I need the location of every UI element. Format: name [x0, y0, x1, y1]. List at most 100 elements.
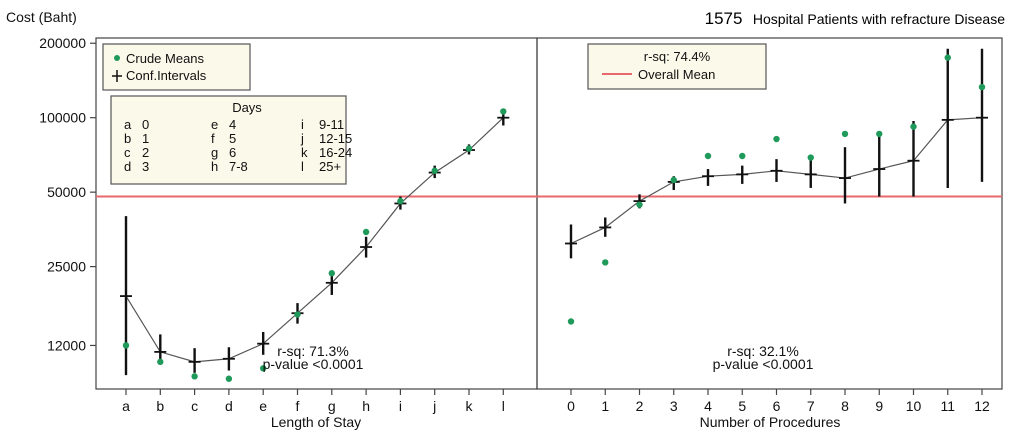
- days-range: 6: [229, 145, 236, 160]
- crude-mean-point: [978, 83, 986, 91]
- y-tick-label: 50000: [47, 184, 86, 200]
- mean-trend-line: [125, 117, 504, 363]
- x-tick-label: 3: [670, 398, 678, 414]
- legend-box: Crude Means Conf.Intervals: [102, 43, 251, 91]
- x-tick-label: k: [466, 398, 474, 414]
- days-table: Days a 0 e 4 i 9-11 b 1 f 5 j 12-15 c 2 g 6 k 16-24 d 3 h 7-8…: [110, 95, 352, 185]
- x-tick-label: a: [122, 398, 130, 414]
- x-tick-label: c: [191, 398, 198, 414]
- x-tick-label: d: [225, 398, 233, 414]
- crude-mean-point: [500, 108, 507, 115]
- days-range: 25+: [319, 159, 341, 174]
- mean-legend-frame: [587, 43, 767, 90]
- days-range: 4: [229, 117, 236, 132]
- crude-mean-point: [807, 154, 814, 161]
- crude-mean-point: [397, 197, 404, 205]
- days-code: a: [124, 117, 132, 132]
- crude-mean-point: [944, 54, 951, 61]
- crude-mean-point: [122, 342, 130, 349]
- y-tick-label: 25000: [47, 259, 86, 275]
- plot-frame-right: [536, 37, 1003, 390]
- plot-frame-left: [95, 37, 538, 390]
- y-tick-label: 100000: [39, 110, 86, 126]
- crude-mean-point: [191, 373, 198, 380]
- x-tick-label: b: [156, 398, 164, 414]
- crude-mean-point: [670, 176, 677, 184]
- crude-mean-point: [704, 152, 712, 160]
- days-table-title: Days: [232, 100, 262, 115]
- x-tick-label: j: [432, 398, 436, 414]
- legend-ci-label: Conf.Intervals: [126, 68, 207, 83]
- days-code: b: [124, 131, 131, 146]
- rsq-right: r-sq: 32.1%: [727, 343, 799, 359]
- days-code: k: [301, 145, 308, 160]
- pvalue-right: p-value <0.0001: [713, 356, 814, 372]
- x-tick-label: 0: [567, 398, 575, 414]
- crude-mean-point: [260, 365, 267, 372]
- rsq-total: r-sq: 74.4%: [644, 49, 711, 64]
- days-range: 3: [142, 159, 149, 174]
- x-tick-label: i: [399, 398, 402, 414]
- x-tick-label: g: [328, 398, 336, 414]
- legend-box-frame: [102, 43, 251, 91]
- legend-mean-label: Overall Mean: [638, 67, 715, 82]
- chart-subtitle: Hospital Patients with refracture Diseas…: [753, 11, 1005, 27]
- days-range: 5: [229, 131, 236, 146]
- rsq-left: r-sq: 71.3%: [277, 343, 349, 359]
- x-tick-label: 4: [704, 398, 712, 414]
- days-code: f: [211, 131, 215, 146]
- x-tick-label: l: [502, 398, 505, 414]
- days-range: 2: [142, 145, 149, 160]
- legend-crude-label: Crude Means: [126, 51, 205, 66]
- crude-mean-point: [328, 270, 335, 277]
- x-axis-label-right: Number of Procedures: [700, 414, 841, 430]
- x-tick-label: 8: [841, 398, 849, 414]
- x-tick-label: 7: [807, 398, 815, 414]
- x-tick-label: 11: [940, 398, 955, 414]
- crude-mean-point: [773, 135, 780, 143]
- y-tick-label: 200000: [39, 35, 86, 51]
- x-tick-label: 9: [875, 398, 883, 414]
- days-code: c: [124, 145, 131, 160]
- y-axis-label: Cost (Baht): [6, 9, 77, 25]
- days-table-frame: [110, 95, 347, 185]
- legend-crude-marker: [114, 55, 120, 61]
- crude-mean-point: [294, 311, 301, 318]
- crude-mean-point: [841, 130, 849, 138]
- days-range: 0: [142, 117, 149, 132]
- days-range: 1: [142, 131, 149, 146]
- days-code: i: [301, 117, 304, 132]
- crude-mean-point: [602, 259, 609, 266]
- crude-mean-point: [431, 167, 438, 174]
- days-code: g: [211, 145, 218, 160]
- days-range: 16-24: [319, 145, 352, 160]
- days-code: d: [124, 159, 131, 174]
- days-code: e: [211, 117, 218, 132]
- x-tick-label: h: [362, 398, 370, 414]
- y-tick-label: 12000: [47, 337, 86, 353]
- crude-mean-point: [567, 318, 575, 325]
- crude-mean-point: [739, 152, 746, 160]
- pvalue-left: p-value <0.0001: [263, 356, 364, 372]
- days-code: h: [211, 159, 218, 174]
- x-tick-label: 10: [906, 398, 922, 414]
- crude-mean-point: [362, 228, 370, 236]
- patient-count: 1575: [705, 9, 743, 28]
- x-tick-label: f: [296, 398, 300, 414]
- panel-number-of-procedures: 0 1 2 3 4 5 6 7 8 9 10 11 12: [565, 48, 990, 414]
- y-axis-ticks: 12000 25000 50000 100000 200000: [39, 35, 96, 353]
- x-tick-label: 2: [636, 398, 644, 414]
- days-code: j: [300, 131, 304, 146]
- x-tick-label: 6: [773, 398, 781, 414]
- crude-mean-point: [157, 358, 164, 366]
- x-tick-label: 5: [738, 398, 746, 414]
- x-tick-label: e: [259, 398, 267, 414]
- crude-mean-point: [876, 130, 883, 138]
- x-tick-label: 1: [601, 398, 609, 414]
- crude-mean-point: [465, 145, 473, 152]
- days-range: 9-11: [319, 117, 344, 132]
- crude-mean-point: [225, 375, 233, 382]
- x-tick-label: 12: [974, 398, 990, 414]
